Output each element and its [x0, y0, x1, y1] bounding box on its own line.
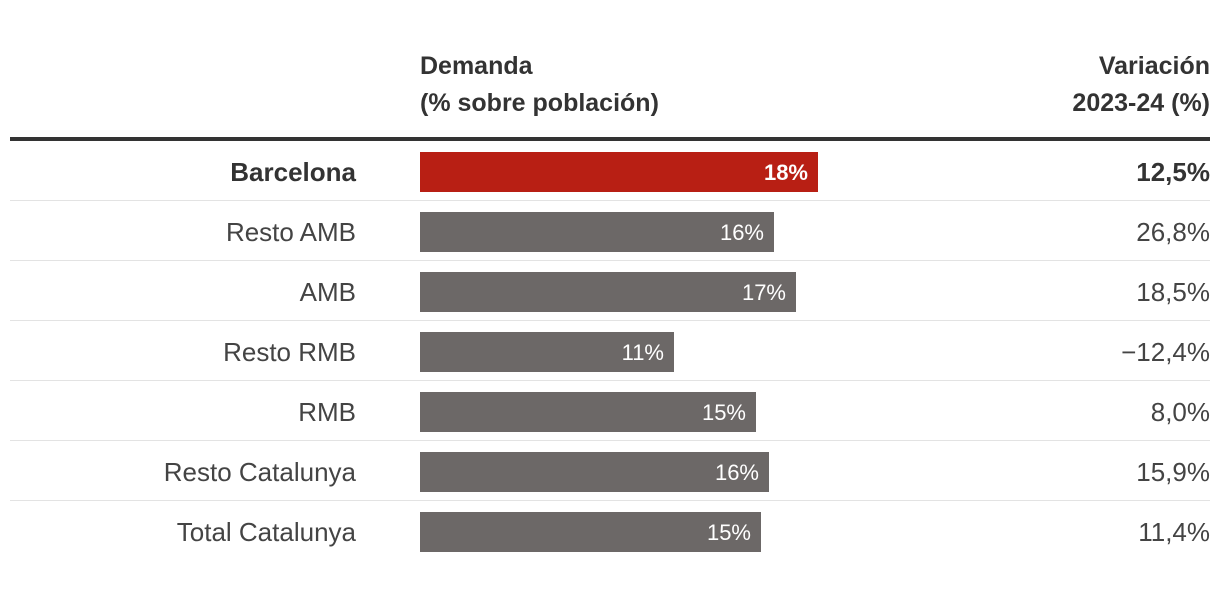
demand-bar: 17% — [420, 272, 796, 312]
bar-track: 15% — [420, 512, 840, 552]
row-label: Resto Catalunya — [163, 457, 356, 487]
bar-track: 16% — [420, 452, 840, 492]
table-row: Total Catalunya 15% 11,4% — [10, 501, 1210, 561]
bar-track: 16% — [420, 212, 840, 252]
demand-table-chart: Demanda (% sobre población) Variación 20… — [10, 0, 1210, 610]
variation-value: −12,4% — [1121, 337, 1210, 367]
bar-value-label: 11% — [621, 340, 664, 365]
demand-header-line2: (% sobre población) — [420, 89, 659, 117]
demand-bar: 15% — [420, 512, 761, 552]
table-body: Barcelona 18% 12,5% Resto AMB 16% 26,8% AMB 17%… — [10, 141, 1210, 561]
table-row: Resto Catalunya 16% 15,9% — [10, 441, 1210, 501]
variation-value: 18,5% — [1136, 277, 1210, 307]
demand-header-line1: Demanda — [420, 52, 533, 80]
bar-value-label: 16% — [714, 460, 759, 485]
row-label: AMB — [299, 277, 356, 307]
bar-value-label: 17% — [741, 280, 786, 305]
variation-value: 26,8% — [1136, 217, 1210, 247]
bar-track: 11% — [420, 332, 840, 372]
variation-column-header: Variación 2023-24 (%) — [1072, 48, 1210, 122]
header-divider — [10, 137, 1210, 141]
bar-track: 17% — [420, 272, 840, 312]
variation-value: 15,9% — [1136, 457, 1210, 487]
table-row: Barcelona 18% 12,5% — [10, 141, 1210, 201]
bar-value-label: 16% — [719, 220, 764, 245]
variation-header-line2: 2023-24 (%) — [1072, 89, 1210, 117]
row-label: Resto RMB — [223, 337, 356, 367]
demand-bar: 16% — [420, 452, 769, 492]
bar-track: 15% — [420, 392, 840, 432]
table-row: Resto AMB 16% 26,8% — [10, 201, 1210, 261]
demand-bar: 18% — [420, 152, 818, 192]
demand-bar: 11% — [420, 332, 674, 372]
row-label: RMB — [298, 397, 356, 427]
table-row: RMB 15% 8,0% — [10, 381, 1210, 441]
demand-column-header: Demanda (% sobre población) — [420, 48, 659, 122]
bar-track: 18% — [420, 152, 840, 192]
variation-header-line1: Variación — [1098, 52, 1210, 80]
bar-value-label: 15% — [701, 400, 746, 425]
demand-bar: 16% — [420, 212, 774, 252]
demand-bar: 15% — [420, 392, 756, 432]
variation-value: 11,4% — [1138, 517, 1210, 547]
variation-value: 12,5% — [1136, 157, 1210, 187]
variation-value: 8,0% — [1150, 397, 1210, 427]
bar-value-label: 15% — [706, 520, 751, 545]
bar-value-label: 18% — [763, 160, 808, 185]
row-label: Total Catalunya — [176, 517, 356, 547]
table-row: Resto RMB 11% −12,4% — [10, 321, 1210, 381]
table-row: AMB 17% 18,5% — [10, 261, 1210, 321]
row-label: Barcelona — [230, 157, 356, 187]
row-label: Resto AMB — [225, 217, 356, 247]
